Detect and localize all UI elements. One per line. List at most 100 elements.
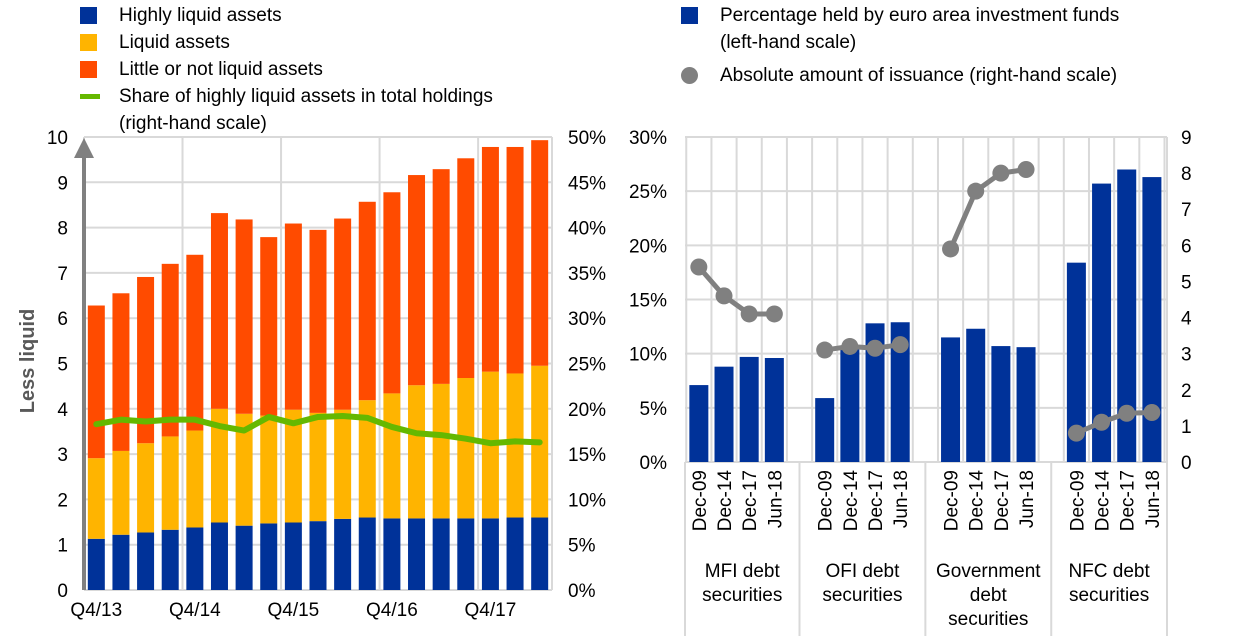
left-y2-tick-label: 15%	[568, 445, 606, 466]
legend-label: Little or not liquid assets	[119, 59, 323, 80]
left-y-tick-label: 7	[57, 264, 68, 285]
left-y2-tick-label: 0%	[568, 581, 596, 602]
bar-liquid	[284, 409, 302, 523]
legend-label: Highly liquid assets	[119, 5, 282, 26]
issuance-dot	[1143, 404, 1161, 422]
left-y-tick-label: 10	[47, 128, 68, 149]
bar-highly-liquid	[334, 518, 352, 590]
bar-liquid	[358, 400, 376, 518]
group-label: debt	[970, 585, 1008, 606]
right-x-tick-label: Dec-14	[841, 470, 862, 532]
bar-percentage-held	[1016, 347, 1036, 462]
bar-little-liquid	[334, 218, 352, 410]
right-y2-tick-label: 5	[1181, 272, 1192, 293]
issuance-dot	[942, 240, 960, 258]
right-x-tick-label: Dec-14	[1093, 470, 1114, 532]
right-y-tick-label: 15%	[629, 291, 667, 312]
bar-little-liquid	[210, 213, 228, 409]
bar-little-liquid	[457, 158, 475, 378]
group-label: Government	[936, 561, 1041, 582]
right-x-tick-label: Jun-18	[1017, 470, 1038, 528]
bar-highly-liquid	[457, 518, 475, 590]
right-y2-tick-label: 9	[1181, 128, 1192, 149]
legend-swatch-percentage-held	[681, 7, 698, 24]
bar-highly-liquid	[87, 538, 105, 590]
issuance-line	[948, 167, 1027, 250]
right-x-tick-label: Dec-09	[690, 470, 711, 531]
bar-little-liquid	[186, 254, 204, 431]
bar-percentage-held	[991, 346, 1011, 462]
bar-little-liquid	[137, 276, 155, 444]
left-y-tick-label: 4	[57, 400, 68, 421]
issuance-dot	[765, 305, 783, 323]
right-x-tick-label: Dec-14	[715, 470, 736, 532]
issuance-line	[824, 342, 901, 353]
right-x-tick-label: Jun-18	[891, 470, 912, 528]
bar-percentage-held	[689, 385, 709, 462]
bar-percentage-held	[840, 348, 860, 462]
bar-little-liquid	[87, 305, 105, 459]
bar-highly-liquid	[210, 522, 228, 590]
bar-little-liquid	[506, 146, 524, 374]
bar-highly-liquid	[309, 521, 327, 590]
issuance-dot	[740, 305, 758, 323]
bar-little-liquid	[531, 140, 549, 366]
left-y-tick-label: 8	[57, 219, 68, 240]
issuance-dot	[715, 287, 733, 305]
bar-percentage-held	[714, 366, 734, 462]
legend-swatch-liquid	[80, 34, 97, 51]
right-x-tick-label: Jun-18	[765, 470, 786, 528]
issuance-dot	[816, 341, 834, 359]
legend-item-highly-liquid: Highly liquid assets	[80, 2, 493, 29]
left-y2-tick-label: 25%	[568, 355, 606, 376]
right-y-tick-label: 30%	[629, 128, 667, 149]
group-label: securities	[702, 585, 782, 606]
issuance-dot	[690, 258, 708, 276]
bar-percentage-held	[941, 337, 961, 462]
bar-little-liquid	[432, 169, 450, 384]
right-y2-tick-label: 4	[1181, 309, 1192, 330]
left-x-tick-label: Q4/16	[366, 600, 418, 621]
bar-little-liquid	[309, 229, 327, 413]
legend-item-liquid: Liquid assets	[80, 29, 493, 56]
bar-liquid	[408, 385, 426, 519]
left-y-tick-label: 1	[57, 536, 68, 557]
bar-liquid	[506, 373, 524, 518]
bar-highly-liquid	[137, 532, 155, 590]
bar-liquid	[432, 383, 450, 519]
legend-swatch-issuance	[681, 67, 698, 84]
bar-highly-liquid	[235, 525, 253, 590]
left-x-tick-label: Q4/15	[267, 600, 319, 621]
right-y2-tick-label: 2	[1181, 381, 1192, 402]
bar-highly-liquid	[408, 518, 426, 590]
right-y2-tick-label: 3	[1181, 345, 1192, 366]
right-x-tick-label: Dec-17	[740, 470, 761, 531]
left-x-tick-label: Q4/14	[169, 600, 221, 621]
left-y2-tick-label: 35%	[568, 264, 606, 285]
right-x-tick-label: Dec-17	[992, 470, 1013, 531]
bar-liquid	[137, 443, 155, 533]
issuance-dot	[891, 336, 909, 354]
bar-liquid	[235, 413, 253, 526]
left-y2-tick-label: 40%	[568, 219, 606, 240]
right-y2-tick-label: 7	[1181, 200, 1192, 221]
right-chart-legend: Percentage held by euro area investment …	[681, 2, 1119, 95]
issuance-dot	[1118, 404, 1136, 422]
left-y2-tick-label: 5%	[568, 536, 596, 557]
issuance-line	[1075, 410, 1152, 436]
bar-highly-liquid	[284, 522, 302, 590]
left-y2-tick-label: 20%	[568, 400, 606, 421]
left-x-tick-label: Q4/17	[465, 600, 517, 621]
right-y-tick-label: 25%	[629, 182, 667, 203]
bar-percentage-held	[1092, 183, 1112, 463]
issuance-line	[696, 265, 775, 317]
left-y2-tick-label: 50%	[568, 128, 606, 149]
left-y-tick-label: 6	[57, 309, 68, 330]
bar-liquid	[186, 430, 204, 528]
legend-item-share-line: Share of highly liquid assets in total h…	[80, 83, 493, 137]
bar-percentage-held	[764, 358, 784, 462]
bar-percentage-held	[1117, 169, 1137, 462]
legend-label: Share of highly liquid assets in total h…	[119, 86, 493, 134]
bar-percentage-held	[865, 323, 885, 462]
right-y-tick-label: 10%	[629, 345, 667, 366]
